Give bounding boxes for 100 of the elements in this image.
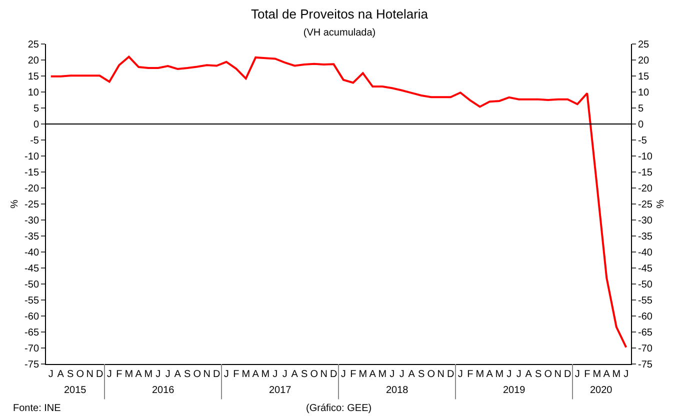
y-tick-label: -50 (24, 280, 40, 290)
y2-tick-label: -30 (638, 216, 653, 226)
x-tick-label: M (592, 369, 602, 380)
y-tick-label: 10 (28, 88, 40, 98)
y-tick-label: 25 (28, 40, 40, 50)
x-tick-label: J (224, 369, 229, 380)
y2-tick-label: 0 (638, 120, 644, 130)
x-tick-label: N (86, 369, 94, 380)
x-tick-label: F (467, 369, 474, 380)
chart-subtitle: (VH acumulada) (303, 28, 376, 39)
source-note: Fonte: INE (13, 403, 62, 414)
y-tick-label: -5 (30, 136, 40, 146)
x-tick-label: A (174, 369, 182, 380)
chart-title: Total de Proveitos na Hotelaria (250, 6, 429, 22)
x-tick-label: M (124, 369, 134, 380)
y-tick-label: -40 (24, 248, 40, 258)
x-tick-label: M (144, 369, 153, 380)
x-tick-label: F (233, 369, 240, 380)
x-tick-label: S (418, 369, 426, 380)
x-tick-label: J (340, 369, 346, 380)
y-tick-label: 0 (33, 120, 40, 130)
y2-tick-label: -20 (638, 184, 653, 194)
x-tick-label: J (156, 369, 161, 380)
y-tick-label: -55 (24, 296, 40, 306)
x-tick-label: J (516, 369, 522, 380)
x-tick-label: S (301, 369, 308, 380)
y2-tick-label: -25 (638, 200, 653, 210)
text: 2018 (386, 385, 409, 396)
x-tick-label: A (408, 369, 416, 380)
x-tick-label: M (358, 369, 368, 380)
x-tick-label: F (584, 369, 590, 380)
x-tick-label: J (624, 369, 629, 380)
y2-tick-label: -50 (638, 280, 653, 290)
x-tick-label: D (564, 369, 572, 380)
y-tick-label: -60 (24, 312, 40, 322)
y2-tick-label: 20 (638, 56, 650, 66)
y2-tick-label: -15 (638, 168, 653, 178)
x-tick-label: A (369, 369, 376, 380)
x-tick-label: J (272, 369, 278, 380)
y2-tick-label: -35 (638, 232, 653, 242)
y-tick-label: -20 (24, 184, 40, 194)
y-tick-label: -30 (24, 216, 40, 226)
text: 2017 (269, 385, 292, 396)
x-tick-label: J (574, 369, 580, 380)
x-tick-label: S (67, 369, 74, 380)
x-tick-label: M (612, 369, 621, 380)
y2-tick-label: 10 (638, 88, 650, 98)
x-tick-label: D (213, 369, 220, 380)
text: 2015 (64, 385, 87, 396)
x-tick-label: D (330, 369, 338, 380)
x-tick-label: O (76, 369, 84, 380)
x-tick-label: N (554, 369, 562, 380)
x-tick-label: M (495, 369, 504, 380)
text: (Gráfico: GEE) (306, 403, 372, 414)
x-tick-label: F (350, 369, 356, 380)
y-tick-label: 5 (33, 104, 40, 114)
x-tick-label: A (135, 369, 142, 380)
x-tick-label: O (544, 369, 552, 380)
text: 2016 (152, 385, 175, 396)
y2-tick-label: -5 (638, 136, 648, 146)
y2-tick-label: 25 (638, 40, 650, 50)
y2-tick-label: -10 (638, 152, 653, 162)
x-tick-label: J (48, 369, 54, 380)
y2-axis-title: % (655, 199, 666, 208)
y2-tick-label: -45 (638, 264, 653, 274)
x-tick-label: O (310, 369, 318, 380)
x-tick-label: N (320, 369, 328, 380)
x-tick-label: O (427, 369, 436, 380)
y-tick-label: 20 (28, 56, 40, 66)
y-tick-label: -75 (24, 360, 40, 370)
y2-tick-label: 5 (638, 104, 644, 114)
x-tick-label: D (447, 369, 454, 380)
x-tick-label: J (282, 369, 288, 380)
x-tick-label: J (106, 369, 112, 380)
x-tick-label: J (506, 369, 512, 380)
x-tick-label: A (603, 369, 610, 380)
y2-tick-label: -70 (638, 344, 653, 354)
x-tick-label: D (96, 369, 104, 380)
y2-tick-label: -65 (638, 328, 653, 338)
y-tick-label: -25 (24, 200, 40, 210)
y-tick-label: -70 (24, 344, 40, 354)
x-tick-label: A (57, 369, 64, 380)
y2-tick-label: -40 (638, 248, 653, 258)
x-tick-label: O (193, 369, 202, 380)
x-tick-label: A (486, 369, 494, 380)
x-tick-label: J (390, 369, 395, 380)
y-tick-label: -35 (24, 232, 40, 242)
x-tick-label: J (399, 369, 404, 380)
y2-tick-label: -60 (638, 312, 653, 322)
x-tick-label: A (525, 369, 532, 380)
x-tick-label: M (378, 369, 387, 380)
x-tick-label: F (116, 369, 122, 380)
y2-tick-label: 15 (638, 72, 650, 82)
y-tick-label: -45 (24, 264, 40, 274)
x-tick-label: S (184, 369, 192, 380)
text: 2019 (503, 385, 526, 396)
x-tick-label: A (291, 369, 298, 380)
x-tick-label: A (252, 369, 260, 380)
y-tick-label: 15 (28, 72, 40, 82)
y2-tick-label: -75 (638, 360, 653, 370)
